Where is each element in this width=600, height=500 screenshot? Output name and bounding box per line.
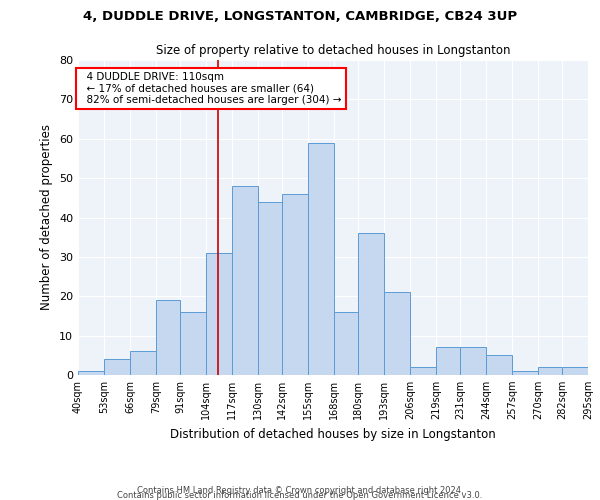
Text: Contains public sector information licensed under the Open Government Licence v3: Contains public sector information licen… <box>118 491 482 500</box>
Bar <box>104 359 130 375</box>
Bar <box>206 253 232 375</box>
Bar <box>460 348 486 375</box>
Bar <box>358 233 384 375</box>
Bar <box>130 352 156 375</box>
Bar <box>308 142 334 375</box>
Bar <box>334 312 358 375</box>
Y-axis label: Number of detached properties: Number of detached properties <box>40 124 53 310</box>
Bar <box>156 300 180 375</box>
Bar <box>436 348 460 375</box>
Bar <box>180 312 206 375</box>
Bar <box>232 186 258 375</box>
Bar <box>486 356 512 375</box>
Bar <box>410 367 436 375</box>
Bar <box>512 371 538 375</box>
Text: Contains HM Land Registry data © Crown copyright and database right 2024.: Contains HM Land Registry data © Crown c… <box>137 486 463 495</box>
Bar <box>384 292 410 375</box>
Bar <box>562 367 588 375</box>
Text: 4 DUDDLE DRIVE: 110sqm
  ← 17% of detached houses are smaller (64)
  82% of semi: 4 DUDDLE DRIVE: 110sqm ← 17% of detached… <box>80 72 341 105</box>
Text: 4, DUDDLE DRIVE, LONGSTANTON, CAMBRIDGE, CB24 3UP: 4, DUDDLE DRIVE, LONGSTANTON, CAMBRIDGE,… <box>83 10 517 23</box>
Bar <box>78 371 104 375</box>
Bar <box>282 194 308 375</box>
X-axis label: Distribution of detached houses by size in Longstanton: Distribution of detached houses by size … <box>170 428 496 440</box>
Title: Size of property relative to detached houses in Longstanton: Size of property relative to detached ho… <box>156 44 510 58</box>
Bar <box>258 202 282 375</box>
Bar <box>538 367 562 375</box>
